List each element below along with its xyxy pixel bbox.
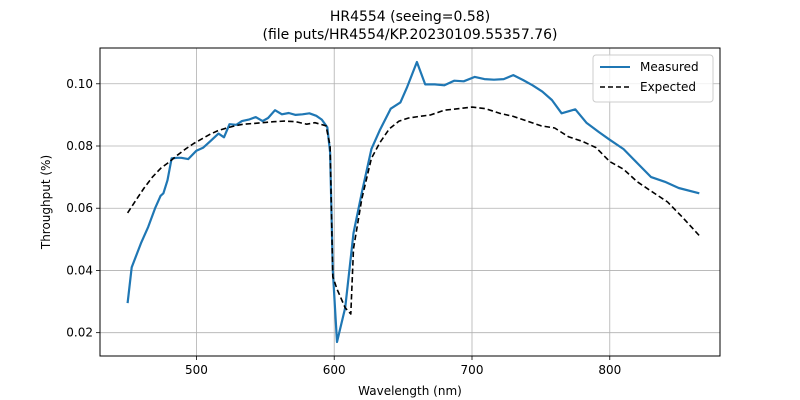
series-layer bbox=[126, 60, 700, 344]
plot-frame bbox=[99, 47, 721, 357]
x-tick-label: 500 bbox=[185, 363, 208, 377]
y-tick-label: 0.06 bbox=[66, 201, 93, 215]
y-tick-label: 0.02 bbox=[66, 326, 93, 340]
x-axis-label: Wavelength (nm) bbox=[358, 384, 462, 398]
y-axis-label: Throughput (%) bbox=[39, 155, 53, 250]
x-tick-label: 800 bbox=[598, 363, 621, 377]
x-axis-ticks: 500 600 700 800 bbox=[185, 356, 621, 377]
x-tick-label: 700 bbox=[461, 363, 484, 377]
series-line-measured bbox=[126, 60, 700, 344]
chart-title-line1: HR4554 (seeing=0.58) bbox=[330, 9, 490, 25]
y-axis-ticks: 0.02 0.04 0.06 0.08 0.10 bbox=[66, 77, 100, 340]
y-tick-label: 0.04 bbox=[66, 263, 93, 277]
y-tick-label: 0.08 bbox=[66, 139, 93, 153]
legend: Measured Expected bbox=[592, 54, 714, 103]
chart-title-line2: (file puts/HR4554/KP.20230109.55357.76) bbox=[263, 27, 558, 43]
legend-label-measured: Measured bbox=[640, 60, 699, 74]
y-tick-label: 0.10 bbox=[66, 77, 93, 91]
x-tick-label: 600 bbox=[323, 363, 346, 377]
legend-label-expected: Expected bbox=[640, 80, 696, 94]
series-line-expected bbox=[126, 106, 700, 315]
